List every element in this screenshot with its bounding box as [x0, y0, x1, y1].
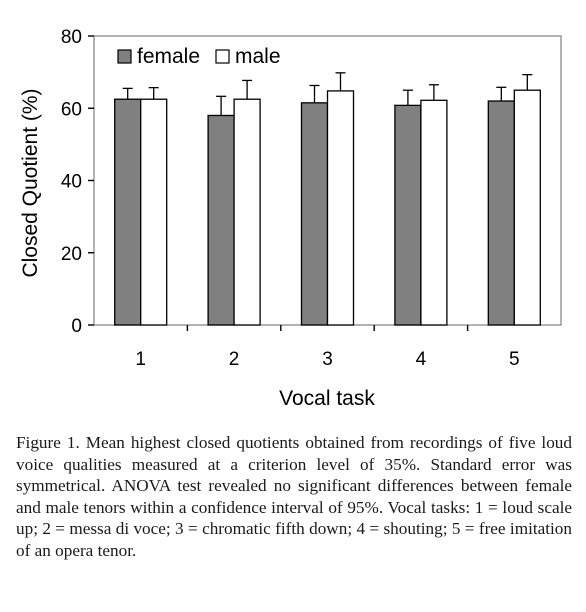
- legend-label-male: male: [235, 45, 281, 68]
- legend-swatch-male: [215, 49, 230, 64]
- x-tick-label: 4: [416, 349, 427, 370]
- female-bar: [114, 98, 142, 326]
- y-tick-label: 80: [61, 27, 82, 48]
- x-tick-label: 2: [229, 349, 240, 370]
- y-tick-label: 20: [61, 244, 82, 265]
- x-tick-label: 3: [322, 349, 333, 370]
- male-bar: [140, 98, 168, 326]
- x-tick-label: 1: [135, 349, 146, 370]
- plot-area: 0 20 40 60 80 1 2 3 4 5 female male: [61, 27, 562, 370]
- male-bar: [233, 98, 261, 326]
- male-bar: [420, 99, 448, 326]
- figure-caption: Figure 1. Mean highest closed quotients …: [16, 433, 572, 560]
- y-tick-label: 40: [61, 172, 82, 193]
- y-tick-label: 60: [61, 99, 82, 120]
- legend-label-female: female: [137, 45, 200, 68]
- female-bar: [394, 104, 422, 326]
- male-bar: [326, 90, 355, 326]
- male-bar: [513, 89, 541, 326]
- bar-chart: 0 20 40 60 80 1 2 3 4 5 female male Closed Quotient…: [19, 27, 562, 410]
- female-bar: [207, 114, 235, 326]
- y-tick-label: 0: [71, 316, 82, 337]
- x-tick-label: 5: [509, 349, 520, 370]
- female-bar: [487, 100, 515, 326]
- x-axis-label: Vocal task: [279, 387, 375, 410]
- y-axis-label: Closed Quotient (%): [19, 88, 42, 277]
- legend-swatch-female: [117, 49, 132, 64]
- female-bar: [300, 102, 329, 326]
